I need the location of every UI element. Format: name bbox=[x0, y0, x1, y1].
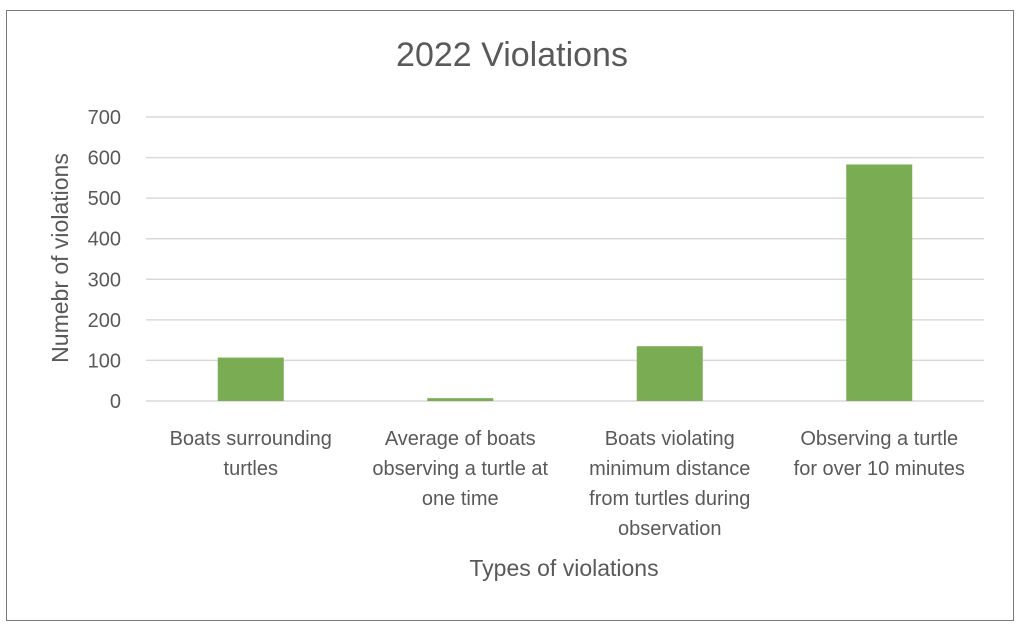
y-tick-label: 700 bbox=[88, 107, 121, 129]
category-label-line: Average of boats bbox=[385, 428, 536, 450]
y-tick-label: 100 bbox=[88, 350, 121, 372]
bar bbox=[636, 346, 703, 401]
category-label-line: from turtles during bbox=[589, 488, 750, 510]
category-label-line: minimum distance bbox=[589, 458, 750, 480]
category-label-line: one time bbox=[422, 488, 499, 510]
y-tick-label: 500 bbox=[88, 188, 121, 210]
category-label-line: observation bbox=[618, 518, 721, 540]
bar bbox=[217, 357, 284, 401]
chart-title: 2022 Violations bbox=[396, 36, 628, 74]
y-tick-label: 300 bbox=[88, 269, 121, 291]
category-label-line: Boats violating bbox=[605, 428, 735, 450]
category-label: Boats violating minimum distance from turt… bbox=[589, 428, 750, 540]
chart-frame bbox=[6, 10, 1014, 621]
category-label: Boats surrounding turtles bbox=[170, 428, 332, 480]
category-label-line: turtles bbox=[224, 458, 278, 480]
bar bbox=[846, 164, 913, 401]
x-axis-label: Types of violations bbox=[469, 555, 659, 581]
category-label-line: Boats surrounding bbox=[170, 428, 332, 450]
y-tick-label: 0 bbox=[110, 391, 121, 413]
y-tick-label: 600 bbox=[88, 148, 121, 170]
category-label: Average of boats observing a turtle at one… bbox=[372, 428, 548, 510]
bar bbox=[427, 398, 494, 401]
y-tick-label: 400 bbox=[88, 229, 121, 251]
category-label-line: Observing a turtle bbox=[800, 428, 958, 450]
category-label-line: observing a turtle at bbox=[372, 458, 548, 480]
y-tick-label: 200 bbox=[88, 310, 121, 332]
category-label: Observing a turtle for over 10 minutes bbox=[794, 428, 965, 480]
category-label-line: for over 10 minutes bbox=[794, 458, 965, 480]
